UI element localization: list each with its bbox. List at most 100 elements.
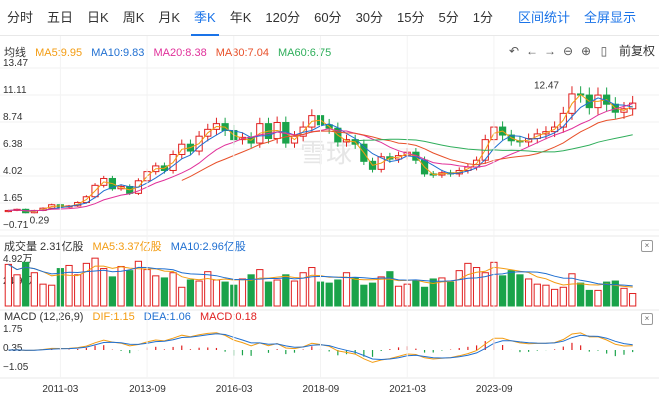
volume-bar	[577, 282, 585, 307]
volume-bar	[603, 281, 611, 307]
volume-legend: 成交量 2.31亿股 MA5:3.37亿股 MA10:2.96亿股	[4, 238, 252, 254]
ma60-legend: MA60:6.75	[278, 47, 332, 59]
macd-axis-label: 0.35	[3, 343, 23, 354]
low-annotation: 0.29	[30, 215, 50, 226]
volume-bar	[325, 282, 333, 307]
volume-bar	[472, 267, 481, 307]
volume-bar	[117, 265, 125, 307]
volume-bar	[282, 274, 290, 307]
adjust-dropdown[interactable]: 前复权	[618, 44, 655, 58]
price-axis-label: 1.65	[3, 193, 23, 204]
tab-1[interactable]: 五日	[47, 9, 74, 25]
volume-bar	[629, 293, 637, 307]
price-axis-label: 4.02	[3, 166, 23, 177]
volume-bar	[126, 270, 134, 307]
volume-ma10-legend: MA10:2.96亿股	[170, 241, 246, 253]
price-axis-label: 6.38	[3, 139, 23, 150]
tab-7[interactable]: 120分	[265, 9, 301, 25]
volume-bar	[82, 262, 90, 307]
ma20-legend: MA20:8.38	[153, 47, 207, 59]
tab-0[interactable]: 分时	[7, 9, 34, 25]
tab-8[interactable]: 60分	[314, 9, 342, 25]
candle-style-icon[interactable]: ▯	[600, 43, 608, 58]
tab-10[interactable]: 15分	[397, 9, 425, 25]
volume-bar	[152, 275, 160, 307]
x-axis-label: 2016-03	[216, 384, 253, 395]
volume-bar	[238, 278, 247, 307]
volume-bar	[273, 279, 281, 307]
volume-bar	[334, 279, 342, 307]
volume-bar	[386, 271, 394, 307]
zoom-in-icon[interactable]: ⊕	[580, 43, 592, 58]
price-axis-label: 8.74	[3, 112, 23, 123]
left-arrow-icon[interactable]: ←	[525, 43, 538, 58]
tab-9[interactable]: 30分	[355, 9, 384, 25]
volume-bar	[160, 277, 169, 307]
volume-bar	[30, 272, 38, 307]
volume-bar	[420, 286, 429, 307]
volume-bar	[464, 262, 472, 307]
watermark: 雪球	[300, 139, 352, 169]
zoom-out-icon[interactable]: ⊖	[562, 43, 574, 58]
volume-bar	[455, 270, 463, 307]
x-axis-label: 2021-03	[389, 384, 426, 395]
x-axis-label: 2011-03	[42, 384, 78, 395]
volume-bar	[342, 272, 351, 307]
volume-bar	[221, 281, 229, 307]
macd-close-icon[interactable]: ×	[641, 313, 653, 325]
volume-bar	[48, 284, 56, 307]
volume-bar	[178, 286, 186, 307]
volume-bar	[65, 264, 73, 307]
ma10-legend: MA10:9.83	[91, 47, 145, 59]
high-annotation: 12.47	[534, 80, 559, 91]
volume-bar	[516, 274, 524, 307]
volume-bar	[524, 278, 533, 307]
volume-bar	[100, 268, 108, 307]
volume-bar	[169, 272, 177, 307]
x-axis-label: 2013-09	[129, 384, 166, 395]
volume-close-icon[interactable]: ×	[641, 240, 653, 252]
dif-legend: DIF:1.15	[92, 311, 135, 323]
x-axis-label: 2023-09	[476, 384, 513, 395]
tab-2[interactable]: 日K	[87, 9, 109, 25]
tab-11[interactable]: 5分	[438, 9, 459, 25]
volume-bar	[368, 282, 377, 307]
volume-bar	[611, 280, 619, 307]
volume-bar	[507, 270, 515, 307]
price-legend: 均线 MA5:9.95 MA10:9.83 MA20:8.38 MA30:7.0…	[4, 44, 337, 60]
volume-bar	[256, 269, 264, 307]
volume-label: 成交量 2.31亿股	[4, 241, 84, 253]
volume-bar	[533, 283, 541, 307]
volume-bar	[4, 263, 12, 307]
volume-bar	[394, 285, 403, 307]
right-arrow-icon[interactable]: →	[543, 43, 556, 58]
volume-bar	[559, 286, 567, 307]
tab-12[interactable]: 1分	[472, 9, 493, 25]
x-axis-label: 2018-09	[303, 384, 340, 395]
volume-bar	[429, 278, 437, 307]
volume-bar	[134, 260, 143, 307]
price-axis-label: 11.11	[3, 85, 27, 96]
volume-bar	[13, 274, 21, 307]
tab-5[interactable]: 季K	[187, 0, 223, 36]
volume-ma5-legend: MA5:3.37亿股	[92, 241, 162, 253]
macd-axis-label: −1.05	[3, 362, 29, 373]
tab-4[interactable]: 月K	[158, 9, 181, 25]
volume-bar	[308, 267, 316, 307]
undo-icon[interactable]: ↶	[508, 43, 520, 58]
volume-bar	[620, 287, 628, 307]
chart-toolbar: ↶ ← → ⊖ ⊕ ▯ 前复权	[505, 42, 655, 59]
volume-bar	[568, 273, 576, 307]
volume-bar	[585, 289, 593, 307]
fullscreen-link[interactable]: 全屏显示	[584, 10, 637, 25]
price-axis-label: −0.71	[3, 220, 29, 231]
period-tabs: 分时 五日 日K 周K 月K 季K 年K 120分 60分 30分 15分 5分 1分	[0, 0, 659, 36]
volume-bar	[498, 275, 507, 307]
volume-bar	[39, 283, 47, 307]
range-stats-link[interactable]: 区间统计	[518, 10, 571, 25]
tab-3[interactable]: 周K	[122, 9, 145, 25]
volume-bar	[542, 284, 550, 307]
tab-6[interactable]: 年K	[229, 9, 252, 25]
macd-axis-label: 1.75	[3, 324, 23, 335]
